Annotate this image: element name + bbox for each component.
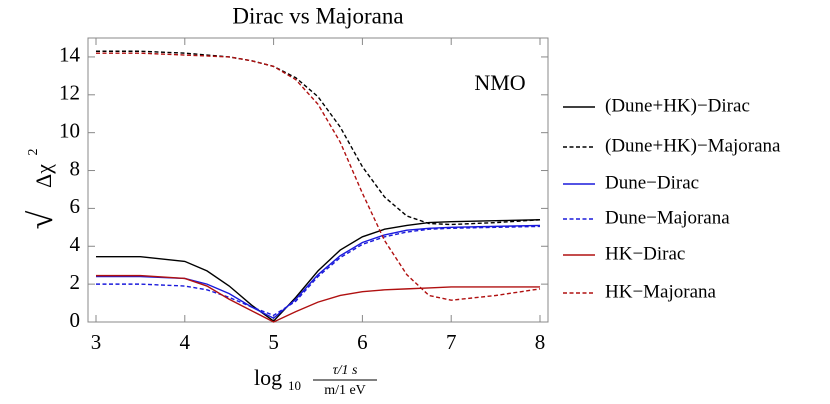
chart-title: Dirac vs Majorana: [232, 3, 403, 28]
y-tick-label: 0: [70, 308, 81, 332]
y-tick-label: 10: [59, 118, 80, 142]
legend-label: Dune−Majorana: [605, 207, 730, 228]
x-tick-label: 8: [535, 330, 546, 354]
x-tick-label: 7: [446, 330, 457, 354]
y-label-radical: √: [23, 210, 60, 229]
x-label-denominator: m/1 eV: [324, 383, 366, 398]
x-label-numerator: τ/1 s: [333, 363, 358, 378]
legend-label: (Dune+HK)−Dirac: [605, 95, 750, 116]
series-line: [95, 224, 541, 320]
x-label-sub: 10: [288, 378, 301, 393]
legend-label: HK−Dirac: [605, 243, 685, 264]
legend-label: (Dune+HK)−Majorana: [605, 135, 781, 156]
legend-label: Dune−Dirac: [605, 172, 699, 193]
y-label-sup: 2: [26, 149, 41, 156]
x-tick-label: 6: [357, 330, 368, 354]
x-label-base: log: [254, 365, 282, 390]
series-line: [95, 274, 541, 323]
y-tick-label: 8: [70, 156, 81, 180]
x-tick-label: 5: [268, 330, 279, 354]
y-label: √ Δχ 2: [23, 149, 60, 230]
y-tick-label: 4: [70, 232, 81, 256]
y-tick-label: 6: [70, 194, 81, 218]
x-tick-label: 4: [180, 330, 191, 354]
y-label-text: Δχ: [31, 164, 56, 188]
plot-frame: [87, 37, 549, 323]
series-line: [95, 225, 541, 317]
legend-label: HK−Majorana: [605, 281, 717, 302]
annotation: NMO: [474, 70, 525, 95]
x-tick-label: 3: [91, 330, 102, 354]
y-tick-label: 14: [59, 43, 81, 67]
x-label: log 10 τ/1 s m/1 eV: [254, 363, 377, 398]
series-line: [95, 219, 541, 322]
y-tick-label: 2: [70, 270, 81, 294]
y-tick-label: 12: [59, 81, 80, 105]
series-line: [95, 52, 541, 301]
